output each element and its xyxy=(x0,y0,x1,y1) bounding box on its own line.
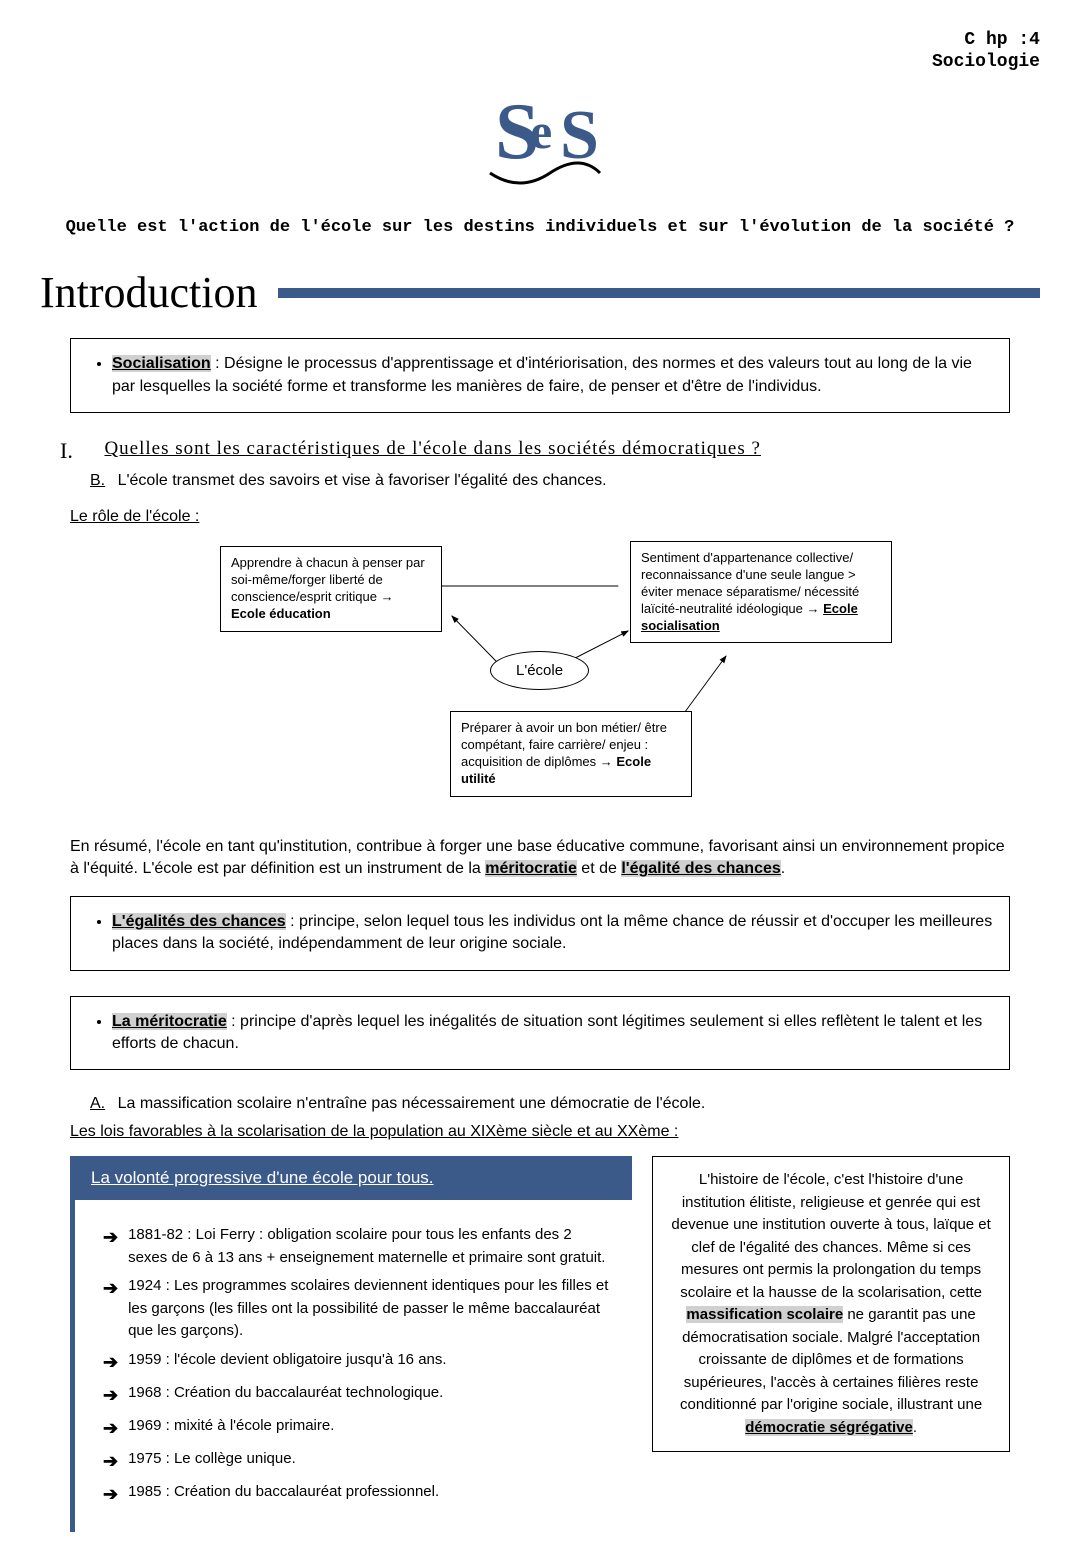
timeline-item: ➔1924 : Les programmes scolaires devienn… xyxy=(103,1275,614,1343)
logo: S e S xyxy=(40,83,1040,198)
timeline-panel: La volonté progressive d'une école pour … xyxy=(70,1156,632,1532)
arrow-icon: ➔ xyxy=(103,1481,118,1508)
definition-egalite: L'égalités des chances : principe, selon… xyxy=(70,896,1010,971)
arrow-icon: ➔ xyxy=(103,1349,118,1376)
laws-intro: Les lois favorables à la scolarisation d… xyxy=(70,1123,1040,1141)
def3-text: : principe d'après lequel les inégalités… xyxy=(112,1013,982,1052)
section-number: I. xyxy=(60,438,100,464)
timeline-item: ➔1968 : Création du baccalauréat technol… xyxy=(103,1382,614,1409)
ses-logo-svg: S e S xyxy=(460,83,620,193)
chapter-label: C hp :4 xyxy=(40,30,1040,52)
arrow-icon: ➔ xyxy=(103,1448,118,1475)
arrow-icon: ➔ xyxy=(103,1415,118,1442)
def-term: Socialisation xyxy=(112,355,211,372)
diagram-center: L'école xyxy=(490,651,589,690)
two-column-layout: La volonté progressive d'une école pour … xyxy=(70,1156,1010,1532)
sub-a-text: La massification scolaire n'entraîne pas… xyxy=(118,1095,706,1112)
timeline-body: ➔1881-82 : Loi Ferry : obligation scolai… xyxy=(75,1200,632,1532)
header-meta: C hp :4 Sociologie xyxy=(40,30,1040,73)
arrow-icon: ➔ xyxy=(103,1382,118,1409)
sub-a-letter: A. xyxy=(90,1095,105,1112)
arrow-icon: ➔ xyxy=(103,1224,118,1269)
timeline-header: La volonté progressive d'une école pour … xyxy=(75,1156,632,1200)
intro-bar xyxy=(278,288,1040,298)
sub-b-text: L'école transmet des savoirs et vise à f… xyxy=(118,472,607,489)
diagram-box-socialisation: Sentiment d'appartenance collective/ rec… xyxy=(630,541,892,643)
def2-term: L'égalités des chances xyxy=(112,913,286,930)
intro-heading: Introduction xyxy=(40,267,1040,318)
main-question: Quelle est l'action de l'école sur les d… xyxy=(40,218,1040,237)
diagram-box-utilite: Préparer à avoir un bon métier/ être com… xyxy=(450,711,692,797)
section-question: Quelles sont les caractéristiques de l'é… xyxy=(104,438,761,459)
section-1-heading: I. Quelles sont les caractéristiques de … xyxy=(60,438,1040,464)
sub-b-row: B. L'école transmet des savoirs et vise … xyxy=(40,472,1040,490)
timeline-item: ➔1881-82 : Loi Ferry : obligation scolai… xyxy=(103,1224,614,1269)
definition-socialisation: Socialisation : Désigne le processus d'a… xyxy=(70,338,1010,413)
arrow-icon: ➔ xyxy=(103,1275,118,1343)
intro-title: Introduction xyxy=(40,267,258,318)
school-diagram: Apprendre à chacun à penser par soi-même… xyxy=(70,536,1010,816)
summary-paragraph: En résumé, l'école en tant qu'institutio… xyxy=(70,836,1010,881)
timeline-item: ➔1959 : l'école devient obligatoire jusq… xyxy=(103,1349,614,1376)
diagram-box-education: Apprendre à chacun à penser par soi-même… xyxy=(220,546,442,632)
timeline-item: ➔1975 : Le collège unique. xyxy=(103,1448,614,1475)
subject-label: Sociologie xyxy=(40,52,1040,74)
sub-b-letter: B. xyxy=(90,472,105,489)
svg-text:e: e xyxy=(530,103,552,159)
timeline-item: ➔1969 : mixité à l'école primaire. xyxy=(103,1415,614,1442)
def-text: : Désigne le processus d'apprentissage e… xyxy=(112,355,972,394)
side-history-box: L'histoire de l'école, c'est l'histoire … xyxy=(652,1156,1010,1452)
definition-meritocratie: La méritocratie : principe d'après leque… xyxy=(70,996,1010,1071)
def3-term: La méritocratie xyxy=(112,1013,227,1030)
role-label: Le rôle de l'école : xyxy=(70,508,1040,526)
timeline-item: ➔1985 : Création du baccalauréat profess… xyxy=(103,1481,614,1508)
sub-a-row: A. La massification scolaire n'entraîne … xyxy=(40,1095,1040,1113)
